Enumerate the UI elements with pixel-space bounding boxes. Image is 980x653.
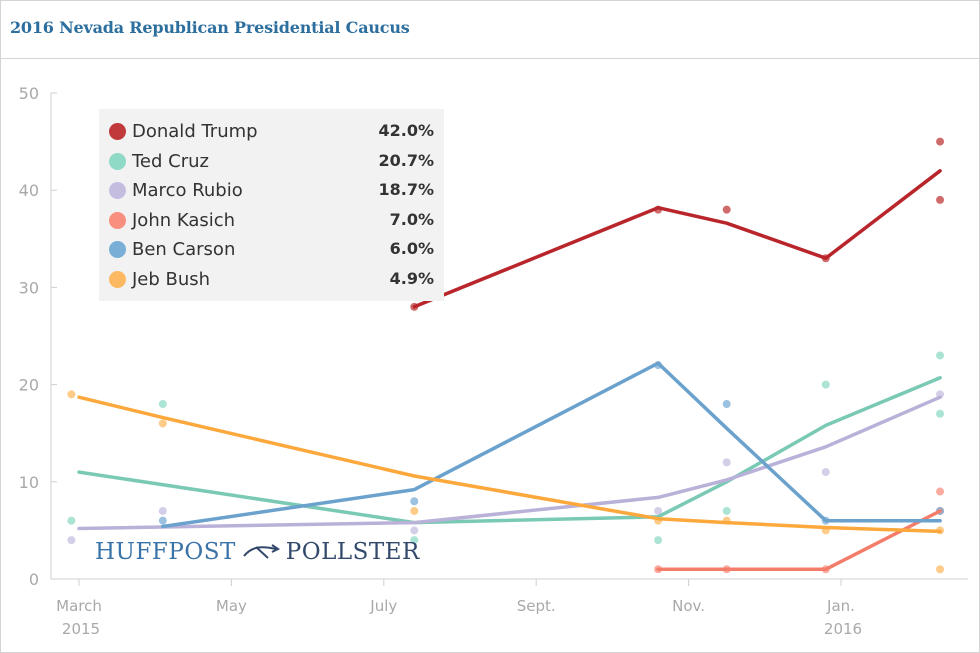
data-point-ted-cruz [158, 400, 167, 409]
legend-value: 4.9% [389, 268, 434, 288]
legend-value: 42.0% [378, 121, 434, 140]
y-tick-label: 20 [19, 376, 39, 395]
legend-swatch-icon [109, 211, 126, 229]
brand-logo: HUFFPOST POLLSTER [95, 538, 420, 568]
x-tick-label: July [369, 597, 397, 615]
title-bar: 2016 Nevada Republican Presidential Cauc… [1, 1, 979, 59]
data-point-ted-cruz [936, 409, 945, 418]
arrow-logo-icon [243, 544, 280, 559]
legend-name: Ted Cruz [132, 150, 209, 172]
data-point-ted-cruz [67, 516, 76, 525]
series-line-donald-trump [412, 169, 942, 309]
data-point-ben-carson [410, 497, 419, 506]
y-tick-label: 10 [19, 473, 39, 492]
legend-value: 20.7% [378, 150, 434, 170]
y-tick-label: 50 [19, 84, 39, 103]
data-point-donald-trump [936, 195, 945, 204]
legend-name: John Kasich [132, 209, 236, 231]
legend-value: 7.0% [389, 209, 434, 229]
x-tick-label: Sept. [517, 597, 556, 615]
data-point-marco-rubio [722, 458, 731, 467]
data-point-marco-rubio [67, 536, 76, 545]
data-point-ted-cruz [936, 351, 945, 360]
legend-swatch-icon [109, 241, 126, 258]
brand-huffpost: HUFFPOST [95, 539, 236, 565]
x-tick-label: March [56, 597, 102, 615]
x-tick-label: May [216, 597, 247, 615]
data-point-jeb-bush [410, 506, 419, 515]
legend-item: Donald Trump 42.0% [99, 117, 444, 146]
legend-swatch-icon [109, 123, 126, 140]
data-point-ted-cruz [654, 536, 663, 545]
chart-marks [67, 137, 945, 574]
data-point-donald-trump [936, 137, 945, 146]
data-point-ben-carson [722, 400, 731, 409]
legend-name: Ben Carson [132, 239, 236, 260]
brand-pollster: POLLSTER [285, 539, 420, 565]
data-point-marco-rubio [654, 506, 663, 515]
data-point-ted-cruz [410, 536, 419, 545]
legend-swatch-icon [109, 270, 126, 288]
data-point-ted-cruz [821, 380, 830, 389]
data-point-ted-cruz [722, 506, 731, 515]
x-tick-sublabel: 2016 [824, 620, 862, 638]
data-point-ben-carson [158, 516, 167, 525]
series-line-jeb-bush [77, 395, 942, 534]
y-tick-label: 40 [19, 181, 39, 200]
legend-item: John Kasich 7.0% [99, 206, 444, 235]
data-point-donald-trump [722, 205, 731, 214]
chart-title: 2016 Nevada Republican Presidential Cauc… [10, 18, 410, 37]
x-tick-label: Jan. [826, 597, 855, 615]
series-line-ben-carson [161, 361, 942, 529]
x-tick-sublabel: 2015 [62, 620, 100, 638]
legend-swatch-icon [109, 152, 126, 170]
legend-swatch-icon [109, 182, 126, 199]
y-tick-label: 30 [19, 278, 39, 297]
data-point-marco-rubio [158, 506, 167, 515]
data-point-john-kasich [936, 487, 945, 496]
series-line-john-kasich [656, 509, 942, 572]
legend-name: Donald Trump [132, 121, 258, 142]
legend-item: Ted Cruz 20.7% [99, 147, 444, 176]
legend-value: 6.0% [389, 239, 434, 258]
legend-item: Marco Rubio 18.7% [99, 176, 444, 205]
x-tick-label: Nov. [672, 597, 705, 615]
data-point-marco-rubio [410, 526, 419, 535]
legend: Donald Trump 42.0% Ted Cruz 20.7% Marco Rubi… [99, 109, 444, 301]
series-line-ted-cruz [77, 376, 942, 525]
legend-name: Jeb Bush [132, 268, 211, 290]
legend-value: 18.7% [378, 180, 434, 199]
series-line-marco-rubio [77, 395, 942, 531]
y-tick-label: 0 [29, 570, 39, 589]
chart-axes: 0 10 20 30 40 50 March 2015 May July Sept. Nov. Jan.… [19, 84, 968, 638]
data-point-marco-rubio [821, 468, 830, 477]
legend-name: Marco Rubio [132, 180, 243, 201]
data-point-jeb-bush [158, 419, 167, 428]
legend-item: Jeb Bush 4.9% [99, 265, 444, 294]
data-point-jeb-bush [936, 565, 945, 574]
data-point-jeb-bush [67, 390, 76, 399]
legend-item: Ben Carson 6.0% [99, 235, 444, 264]
